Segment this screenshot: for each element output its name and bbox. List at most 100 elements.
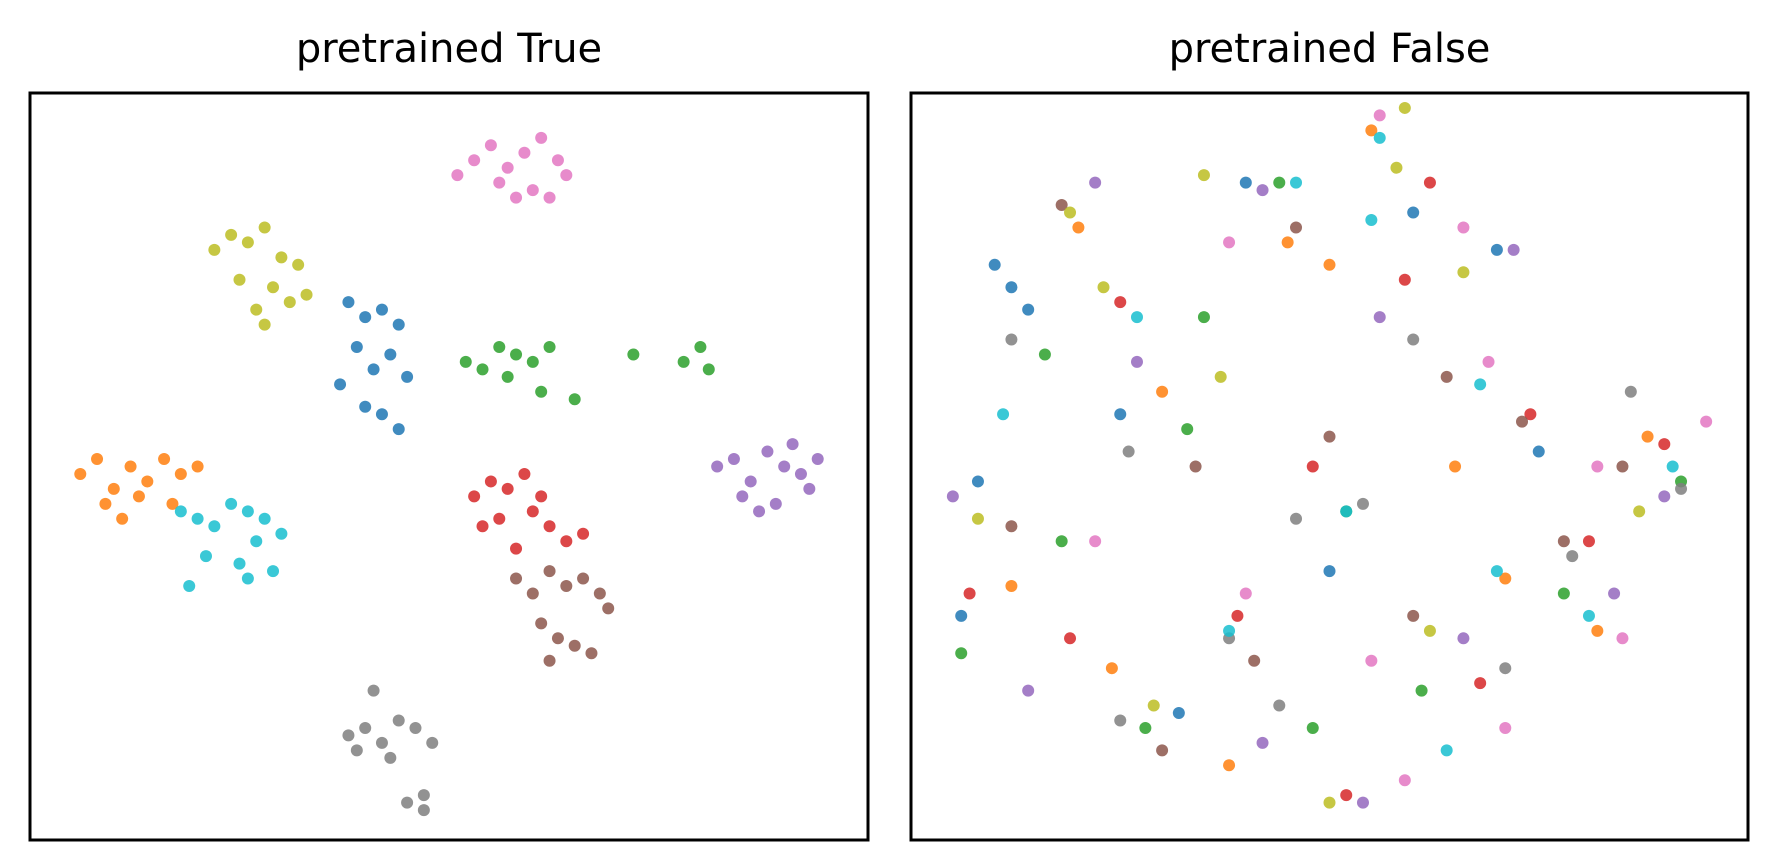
- point: [1658, 438, 1671, 451]
- point: [342, 296, 355, 309]
- point: [417, 804, 430, 817]
- point: [275, 527, 288, 540]
- point: [91, 453, 104, 466]
- point: [543, 654, 556, 667]
- point: [1248, 654, 1261, 667]
- point: [794, 467, 807, 480]
- point: [997, 408, 1010, 421]
- point: [124, 460, 137, 473]
- point: [1323, 258, 1336, 271]
- point: [501, 161, 514, 174]
- axes-frame: [28, 91, 870, 842]
- point: [971, 475, 984, 488]
- point: [1591, 460, 1604, 473]
- point: [258, 318, 271, 331]
- point: [535, 131, 548, 144]
- point: [1440, 370, 1453, 383]
- point: [350, 744, 363, 757]
- point: [392, 714, 405, 727]
- point: [1139, 721, 1152, 734]
- chart-title: pretrained False: [1169, 26, 1491, 72]
- point: [426, 736, 439, 749]
- point: [1516, 415, 1529, 428]
- point: [233, 557, 246, 570]
- point: [267, 281, 280, 294]
- point: [459, 355, 472, 368]
- point: [1214, 370, 1227, 383]
- point: [158, 453, 171, 466]
- point: [401, 796, 414, 809]
- point: [225, 497, 238, 510]
- point: [392, 423, 405, 436]
- point: [1005, 520, 1018, 533]
- point: [1398, 273, 1411, 286]
- point: [1449, 460, 1462, 473]
- point: [1340, 789, 1353, 802]
- point: [267, 565, 280, 578]
- point: [1557, 535, 1570, 548]
- point: [174, 505, 187, 518]
- point: [208, 520, 221, 533]
- point: [300, 288, 313, 301]
- point: [1616, 632, 1629, 645]
- point: [778, 460, 791, 473]
- point: [955, 609, 968, 622]
- point: [1181, 423, 1194, 436]
- point: [1290, 176, 1303, 189]
- point: [367, 684, 380, 697]
- point: [1114, 714, 1127, 727]
- point: [702, 363, 715, 376]
- point: [1415, 684, 1428, 697]
- point: [963, 587, 976, 600]
- point: [375, 303, 388, 316]
- point: [971, 512, 984, 525]
- point: [292, 258, 305, 271]
- point: [258, 512, 271, 525]
- point: [593, 587, 606, 600]
- point: [543, 565, 556, 578]
- point: [1223, 759, 1236, 772]
- point: [367, 363, 380, 376]
- point: [1022, 303, 1035, 316]
- point: [535, 385, 548, 398]
- point: [786, 438, 799, 451]
- point: [1457, 632, 1470, 645]
- point: [1507, 243, 1520, 256]
- point: [183, 580, 196, 593]
- point: [493, 176, 506, 189]
- point: [510, 191, 523, 204]
- point: [1373, 109, 1386, 122]
- point: [1273, 176, 1286, 189]
- point: [493, 512, 506, 525]
- point: [1608, 587, 1621, 600]
- point: [468, 490, 481, 503]
- point: [1666, 460, 1679, 473]
- point: [1064, 206, 1077, 219]
- point: [585, 647, 598, 660]
- point: [1005, 281, 1018, 294]
- point: [551, 632, 564, 645]
- point: [568, 393, 581, 406]
- point: [736, 490, 749, 503]
- point: [501, 370, 514, 383]
- point: [484, 475, 497, 488]
- point: [283, 296, 296, 309]
- point: [1089, 176, 1102, 189]
- point: [711, 460, 724, 473]
- point: [1582, 609, 1595, 622]
- point: [401, 370, 414, 383]
- point: [1064, 632, 1077, 645]
- point: [1231, 609, 1244, 622]
- point: [761, 445, 774, 458]
- point: [116, 512, 129, 525]
- point: [1407, 609, 1420, 622]
- point: [518, 146, 531, 159]
- point: [1072, 221, 1085, 234]
- point: [1239, 587, 1252, 600]
- point: [1373, 131, 1386, 144]
- point: [1022, 684, 1035, 697]
- point: [225, 228, 238, 241]
- point: [1499, 572, 1512, 585]
- point: [1055, 199, 1068, 212]
